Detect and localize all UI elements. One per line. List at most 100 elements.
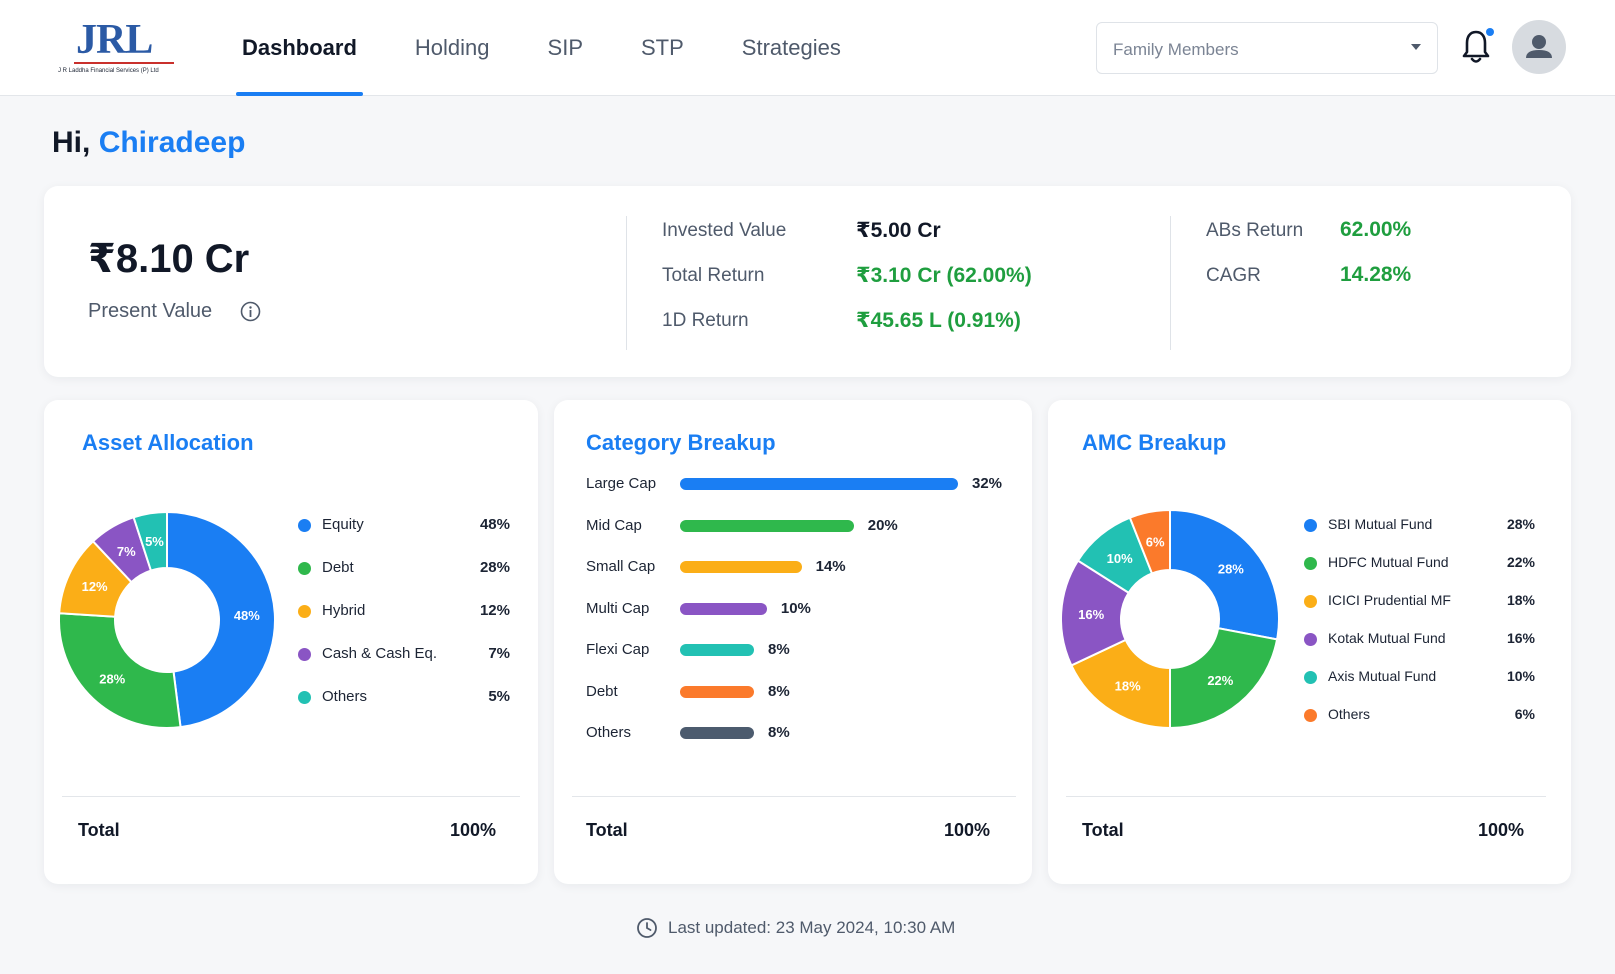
donut-slice-icici-prudential-mf[interactable] — [1070, 638, 1171, 730]
logo-rule — [74, 62, 174, 64]
summary-divider — [1170, 216, 1171, 350]
bar-debt[interactable] — [680, 685, 754, 698]
legend-swatch-hdfc-mutual-fund — [1304, 557, 1317, 570]
category-total-label: Total — [586, 820, 628, 840]
bar-value-large-cap: 32% — [972, 475, 1003, 492]
donut-slice-equity[interactable] — [166, 510, 276, 729]
family-members-placeholder: Family Members — [1113, 40, 1239, 59]
top-header: JRL J R Laddha Financial Services (P) Lt… — [0, 0, 1615, 96]
user-icon — [1526, 35, 1552, 58]
legend-label-axis-mutual-fund[interactable]: Axis Mutual Fund — [1328, 668, 1437, 684]
greeting-prefix: Hi, — [52, 126, 91, 159]
avatar[interactable] — [1512, 20, 1566, 74]
bar-mid-cap[interactable] — [680, 519, 854, 532]
legend-swatch-debt — [298, 562, 311, 575]
clock-icon — [637, 918, 657, 938]
company-logo[interactable]: JRL J R Laddha Financial Services (P) Lt… — [56, 18, 176, 78]
bar-large-cap[interactable] — [680, 478, 958, 490]
total-return-value: ₹3.10 Cr (62.00%) — [856, 264, 1032, 287]
bar-label-others: Others — [586, 724, 632, 741]
legend-swatch-others — [1304, 709, 1317, 722]
donut-slice-debt[interactable] — [60, 612, 182, 729]
legend-label-sbi-mutual-fund[interactable]: SBI Mutual Fund — [1328, 516, 1433, 532]
tab-strategies[interactable]: Strategies — [741, 35, 841, 60]
bar-multi-cap[interactable] — [680, 602, 767, 615]
legend-label-icici-prudential-mf[interactable]: ICICI Prudential MF — [1328, 592, 1451, 608]
abs-return-label: ABs Return — [1206, 220, 1304, 241]
main-nav: Dashboard Holding SIP STP Strategies — [236, 0, 893, 96]
legend-label-others[interactable]: Others — [322, 688, 368, 705]
donut-label-kotak-mutual-fund: 16% — [1078, 607, 1104, 622]
donut-slice-hdfc-mutual-fund[interactable] — [1169, 627, 1279, 730]
legend-swatch-hybrid — [298, 605, 311, 618]
amc-breakup-title: AMC Breakup — [1082, 430, 1227, 455]
donut-label-hybrid: 12% — [82, 579, 108, 594]
donut-label-others: 6% — [1146, 534, 1165, 549]
tab-sip[interactable]: SIP — [547, 35, 583, 60]
asset-allocation-donut: 48% 28% 12% 7% 5% — [60, 510, 276, 729]
asset-total-value: 100% — [450, 820, 497, 840]
bar-value-others: 8% — [768, 724, 790, 741]
category-breakup-title: Category Breakup — [586, 430, 776, 455]
bell-icon[interactable] — [1460, 28, 1492, 66]
bar-others[interactable] — [680, 727, 754, 739]
legend-value-hybrid: 12% — [479, 602, 510, 619]
legend-label-equity[interactable]: Equity — [322, 516, 364, 533]
cagr-label: CAGR — [1206, 265, 1261, 286]
amc-breakup-card: AMC Breakup 28% 22% 18% 16% 10% 6% SBI Mutual… — [1048, 400, 1571, 884]
panel-divider — [62, 796, 520, 797]
invested-value-label: Invested Value — [662, 220, 787, 241]
present-value-amount: ₹8.10 Cr — [88, 237, 250, 281]
donut-slice-others[interactable] — [132, 510, 168, 572]
legend-label-others[interactable]: Others — [1328, 706, 1371, 722]
tab-dashboard[interactable]: Dashboard — [236, 0, 363, 96]
info-icon[interactable] — [240, 301, 261, 322]
amc-total-label: Total — [1082, 820, 1124, 840]
legend-label-hybrid[interactable]: Hybrid — [322, 602, 366, 619]
legend-value-kotak-mutual-fund: 16% — [1506, 630, 1535, 646]
bar-flexi-cap[interactable] — [680, 644, 754, 656]
legend-swatch-equity — [298, 519, 311, 532]
family-members-select[interactable]: Family Members — [1096, 22, 1438, 74]
bar-label-debt: Debt — [586, 682, 618, 700]
one-day-return-label: 1D Return — [662, 310, 749, 331]
legend-value-debt: 28% — [479, 559, 510, 576]
asset-allocation-card: Asset Allocation 48% 28% 12% 7% 5% Equity 48%… — [44, 400, 538, 884]
donut-label-hdfc-mutual-fund: 22% — [1207, 673, 1233, 688]
notification-dot — [1486, 28, 1494, 36]
legend-swatch-kotak-mutual-fund — [1304, 633, 1317, 646]
cagr-value: 14.28% — [1340, 263, 1412, 286]
donut-label-icici-prudential-mf: 18% — [1115, 679, 1141, 694]
donut-slice-sbi-mutual-fund[interactable] — [1169, 508, 1280, 641]
tab-holding[interactable]: Holding — [414, 35, 490, 60]
greeting-name: Chiradeep — [98, 126, 246, 159]
asset-allocation-title: Asset Allocation — [82, 430, 254, 455]
category-total-value: 100% — [944, 820, 991, 840]
legend-label-kotak-mutual-fund[interactable]: Kotak Mutual Fund — [1328, 630, 1446, 646]
legend-label-cash-and-cash-eq[interactable]: Cash & Cash Eq. — [322, 645, 438, 662]
legend-label-hdfc-mutual-fund[interactable]: HDFC Mutual Fund — [1328, 554, 1449, 570]
legend-label-debt[interactable]: Debt — [322, 559, 354, 576]
donut-label-others: 5% — [145, 534, 164, 549]
donut-slice-others[interactable] — [1128, 508, 1171, 575]
last-updated-text: Last updated: 23 May 2024, 10:30 AM — [668, 918, 956, 937]
donut-label-debt: 28% — [99, 671, 125, 686]
greeting: Hi, Chiradeep — [52, 126, 245, 160]
legend-swatch-others — [298, 691, 311, 704]
legend-swatch-axis-mutual-fund — [1304, 671, 1317, 684]
legend-swatch-cash-and-cash-eq — [298, 648, 311, 661]
category-breakup-card: Category Breakup Large Cap 32% Mid Cap 20% S… — [554, 400, 1032, 884]
tab-stp[interactable]: STP — [641, 35, 684, 60]
legend-value-others: 5% — [488, 688, 510, 705]
donut-label-sbi-mutual-fund: 28% — [1218, 562, 1244, 577]
last-updated: Last updated: 23 May 2024, 10:30 AM — [636, 915, 955, 941]
legend-value-sbi-mutual-fund: 28% — [1506, 516, 1535, 532]
amc-total-value: 100% — [1478, 820, 1525, 840]
bar-value-mid-cap: 20% — [867, 516, 898, 534]
legend-value-others: 6% — [1514, 706, 1535, 722]
panel-divider — [572, 796, 1016, 797]
donut-label-axis-mutual-fund: 10% — [1107, 551, 1133, 566]
present-value-label: Present Value — [88, 300, 213, 322]
bar-value-small-cap: 14% — [815, 558, 846, 575]
bar-small-cap[interactable] — [680, 561, 802, 573]
